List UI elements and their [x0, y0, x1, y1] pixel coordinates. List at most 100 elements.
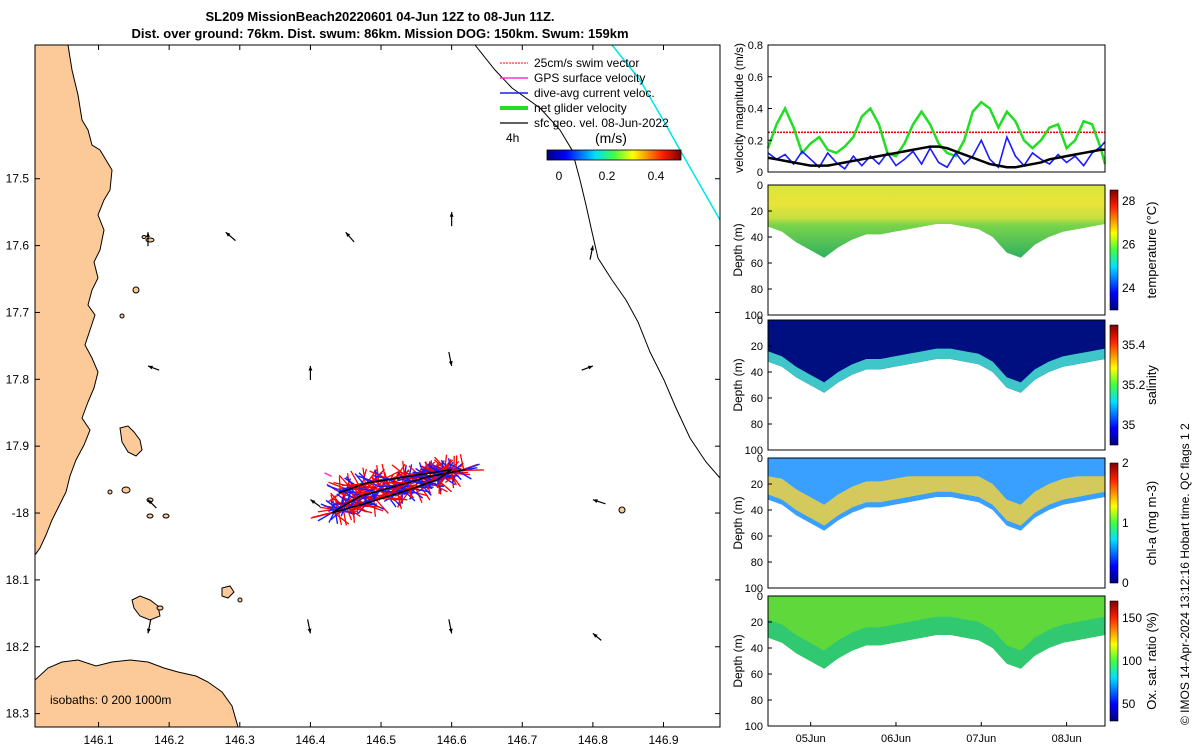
- swim-vector: [333, 511, 350, 525]
- chla-colorbar-label: chl-a (mg m-3): [1144, 481, 1159, 566]
- geo-arrow: [308, 365, 313, 380]
- swim-vector: [370, 475, 384, 491]
- swim-vector: [337, 509, 343, 526]
- swim-vector: [396, 471, 419, 476]
- salinity-frame: [767, 319, 1106, 451]
- swim-vector: [345, 504, 353, 521]
- current-vector: [354, 473, 365, 485]
- map-xtick-label: 146.4: [295, 733, 325, 747]
- velocity-y-axis: 0 0.2 0.4 0.6 0.8: [748, 40, 772, 179]
- swim-vector: [375, 499, 389, 514]
- legend-gps-label: GPS surface velocity: [534, 71, 645, 85]
- current-vector: [451, 471, 457, 484]
- swim-vector: [341, 483, 364, 487]
- geostrophic-arrows: [146, 212, 606, 641]
- glider-track: [331, 468, 466, 514]
- swim-vector: [419, 485, 431, 501]
- salinity-ytick-label: 60: [751, 393, 763, 405]
- section-xtick-label: 08Jun: [1052, 733, 1082, 745]
- section-chla: 0 20 40 60 80 100 Depth (m) 2 1 0 chl-a (mg m-3): [731, 453, 1159, 595]
- chart-title: SL209 MissionBeach20220601 04-Jun 12Z to…: [30, 8, 730, 42]
- legend-geo-label: sfc geo. vel. 08-Jun-2022: [534, 116, 669, 130]
- temperature-ytick-label: 80: [751, 284, 763, 296]
- salinity-ytick-label: 0: [757, 315, 763, 327]
- salinity-colorbar-label: salinity: [1144, 365, 1159, 405]
- swim-vector: [378, 488, 396, 500]
- map-ytick-label: 18.1: [6, 573, 30, 587]
- map-ytick-label: 17.8: [6, 372, 30, 386]
- map-xtick-label: 146.9: [648, 733, 678, 747]
- geo-arrow: [581, 365, 594, 371]
- section-xtick-label: 07Jun: [966, 733, 996, 745]
- map-legend: 25cm/s swim vector GPS surface velocity …: [500, 56, 682, 183]
- current-vector: [396, 478, 415, 482]
- salinity-colorbar-tick: 35.4: [1122, 338, 1146, 352]
- salinity-colorbar-tick: 35.2: [1122, 378, 1146, 392]
- current-vector: [429, 465, 445, 475]
- map-ytick-label: 18.3: [6, 707, 30, 721]
- current-vector: [340, 504, 347, 517]
- temperature-colorbar-tick: 28: [1122, 194, 1136, 208]
- map-ytick-label: 17.9: [6, 439, 30, 453]
- map-xtick-label: 146.1: [84, 733, 114, 747]
- current-vector: [422, 468, 439, 476]
- temperature-ylabel: Depth (m): [731, 223, 745, 276]
- geo-arrow: [589, 245, 594, 260]
- swim-vector: [444, 470, 461, 484]
- oxygen-ytick-label: 0: [757, 591, 763, 603]
- geo-arrow: [146, 232, 150, 247]
- map-y-axis: 17.5 17.6 17.7 17.8 17.9 -18 18.1 18.2 18.3: [6, 172, 720, 721]
- current-vector: [457, 470, 472, 480]
- temperature-ytick-label: 20: [751, 206, 763, 218]
- salinity-colorbar-tick: 35: [1122, 418, 1136, 432]
- legend-gps: GPS surface velocity: [500, 71, 645, 85]
- swim-vector: [391, 464, 408, 478]
- current-vector: [347, 497, 358, 510]
- section-xtick-label: 05Jun: [796, 733, 826, 745]
- swim-vector: [312, 511, 334, 519]
- geo-arrow: [592, 632, 602, 641]
- salinity-ytick-label: 20: [751, 341, 763, 353]
- oxygen-ytick-label: 60: [751, 669, 763, 681]
- current-vector: [317, 512, 332, 522]
- swim-vector: [330, 492, 344, 507]
- vel-ytick-label: 0.8: [748, 40, 763, 52]
- salinity-ytick-label: 40: [751, 367, 763, 379]
- chla-frame: [767, 457, 1106, 589]
- salinity-deep-layer: [768, 348, 1105, 393]
- velocity-colorbar: [546, 149, 682, 161]
- geo-arrow: [225, 231, 236, 242]
- swim-vector: [437, 479, 453, 493]
- swim-vector: [342, 509, 347, 526]
- geo-arrow: [310, 499, 321, 508]
- current-vector: [330, 500, 335, 513]
- vel-ytick-label: 0.6: [748, 72, 763, 84]
- salinity-colorbar: [1109, 324, 1119, 446]
- velocity-ylabel: velocity magnitude (m/s): [732, 43, 746, 173]
- glider-vectors: [310, 454, 484, 526]
- salinity-ytick-label: 80: [751, 419, 763, 431]
- chla-colorbar-tick: 2: [1122, 456, 1129, 470]
- chla-colorbar: [1109, 462, 1119, 584]
- swim-vector: [441, 459, 454, 475]
- gps-vector: [324, 472, 332, 477]
- map-ytick-label: 17.5: [6, 172, 30, 186]
- oxygen-ytick-label: 80: [751, 695, 763, 707]
- legend-swim: 25cm/s swim vector: [500, 56, 639, 70]
- map-xtick-label: 146.5: [366, 733, 396, 747]
- temperature-frame: [767, 184, 1106, 316]
- swim-vector: [348, 502, 356, 519]
- current-vector: [357, 475, 375, 483]
- swim-vector: [459, 454, 465, 471]
- velocity-line-3: [767, 145, 1105, 169]
- velocity-series: [766, 100, 1107, 170]
- oxygen-frame: [767, 595, 1106, 727]
- section-x-axis: 05Jun 06Jun 07Jun 08Jun: [796, 722, 1082, 745]
- legend-swim-label: 25cm/s swim vector: [534, 56, 639, 70]
- swim-vector: [350, 470, 360, 487]
- coastline-south: [35, 659, 239, 727]
- credit-text: © IMOS 14-Apr-2024 13:12:16 Hobart time.…: [1178, 423, 1192, 725]
- colorbar-tick-1: 0.2: [599, 169, 616, 183]
- map-xtick-label: 146.6: [437, 733, 467, 747]
